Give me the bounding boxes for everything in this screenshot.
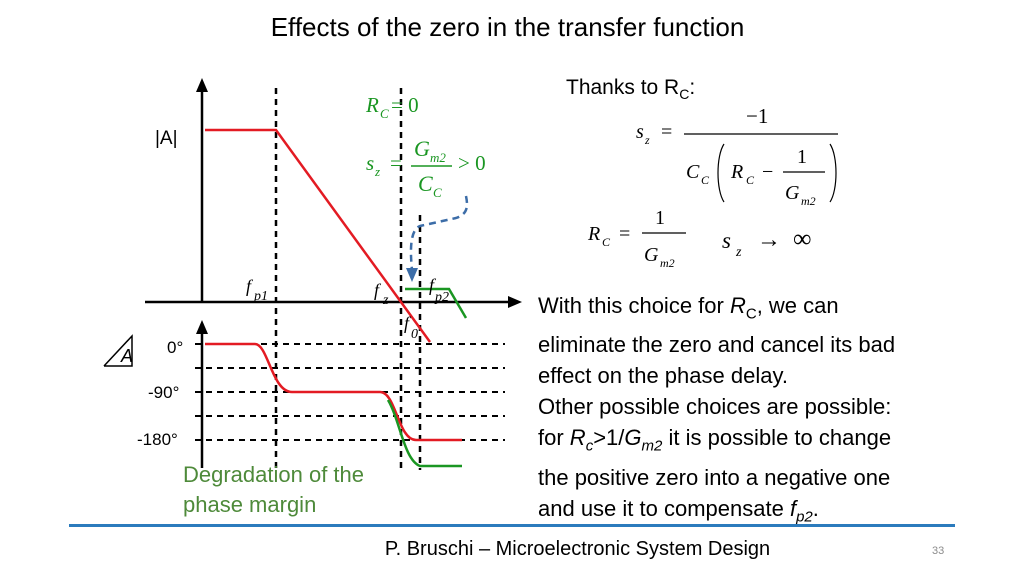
rc-subscript: C bbox=[380, 106, 389, 121]
phase-axes bbox=[196, 320, 208, 468]
eq-rc: R bbox=[730, 161, 743, 183]
phase-tick-0: 0° bbox=[167, 338, 183, 357]
angle-symbol bbox=[103, 334, 133, 367]
arrow-head bbox=[406, 268, 418, 282]
eq-rc-sub: C bbox=[746, 173, 755, 187]
explanation-line-1: With this choice for RC, we can bbox=[538, 293, 839, 323]
phase-tick-90: -90° bbox=[148, 383, 179, 402]
eq3-sz: s bbox=[722, 228, 731, 253]
explanation-line-5: for Rc>1/Gm2 it is possible to change bbox=[538, 425, 892, 455]
f0-label-sub: 0 bbox=[411, 327, 418, 342]
fz-label-f: f bbox=[374, 280, 382, 300]
eq3-arrow: → bbox=[757, 227, 781, 253]
cancellation-equations: s z = −1 C C R C − 1 G m2 R C = 1 G m2 s… bbox=[587, 104, 838, 270]
equals-sign: = bbox=[390, 151, 402, 175]
eq-equals-1: = bbox=[661, 121, 672, 143]
eq-equals-2: = bbox=[619, 223, 630, 245]
gm-subscript: m2 bbox=[430, 150, 446, 165]
eq-sz: s bbox=[636, 121, 644, 143]
footer-rule bbox=[69, 524, 955, 527]
cc-subscript: C bbox=[433, 185, 442, 200]
gm-symbol: G bbox=[414, 136, 430, 161]
eq3-sz-sub: z bbox=[735, 245, 742, 260]
eq2-gm: G bbox=[644, 244, 659, 266]
green-equations: R C = 0 s z = G m2 C C > 0 bbox=[365, 93, 486, 200]
degradation-line-1: Degradation of the bbox=[183, 462, 365, 487]
eq-cc-sub: C bbox=[701, 173, 710, 187]
degradation-line-2: phase margin bbox=[183, 492, 317, 517]
magnitude-curve bbox=[205, 128, 432, 343]
slide-title: Effects of the zero in the transfer func… bbox=[270, 12, 745, 42]
eq-sz-sub: z bbox=[644, 133, 650, 147]
explanation-line-2: eliminate the zero and cancel its bad bbox=[538, 332, 896, 358]
magnitude-axes bbox=[145, 78, 522, 308]
explanation-text: With this choice for RC, we can eliminat… bbox=[538, 290, 978, 532]
fz-label-sub: z bbox=[382, 293, 389, 308]
frequency-markers bbox=[274, 88, 422, 470]
eq2-rc: R bbox=[587, 223, 600, 245]
frequency-labels: f p1 f z f p2 f 0 bbox=[246, 275, 449, 342]
eq2-one: 1 bbox=[655, 207, 665, 229]
dashed-arrow bbox=[409, 195, 469, 271]
magnitude-curve-zero-canceled bbox=[405, 287, 468, 319]
fp2-label-sub: p2 bbox=[434, 290, 449, 305]
eq-gm-sub: m2 bbox=[801, 194, 816, 208]
thanks-label: Thanks to RC: bbox=[566, 76, 696, 103]
fp1-label-f: f bbox=[246, 276, 254, 296]
explanation-line-3: effect on the phase delay. bbox=[538, 363, 788, 389]
f0-label-f: f bbox=[404, 313, 412, 333]
explanation-line-4: Other possible choices are possible: bbox=[538, 394, 892, 420]
sz-symbol: s bbox=[366, 151, 374, 175]
cc-symbol: C bbox=[418, 171, 433, 196]
rc-zero: = 0 bbox=[391, 93, 419, 117]
rc-symbol: R bbox=[365, 93, 379, 117]
eq-gm: G bbox=[785, 182, 800, 204]
eq3-infinity: ∞ bbox=[793, 224, 812, 253]
magnitude-label: |A| bbox=[155, 128, 178, 149]
eq-cc: C bbox=[686, 161, 700, 183]
sz-subscript: z bbox=[374, 164, 380, 179]
eq2-rc-sub: C bbox=[602, 235, 611, 249]
page-number: 33 bbox=[932, 545, 945, 557]
footer-text: P. Bruschi – Microelectronic System Desi… bbox=[384, 538, 771, 560]
phase-label: A bbox=[120, 346, 133, 366]
eq-minus: − bbox=[762, 161, 773, 183]
explanation-line-7: and use it to compensate fp2. bbox=[538, 495, 819, 526]
phase-curve bbox=[205, 342, 462, 442]
fp2-label-f: f bbox=[429, 275, 437, 295]
eq-one: 1 bbox=[797, 146, 807, 168]
phase-curve-degraded bbox=[386, 399, 462, 468]
phase-tick-180: -180° bbox=[137, 430, 178, 449]
greater-than-zero: > 0 bbox=[458, 151, 486, 175]
fp1-label-sub: p1 bbox=[253, 289, 268, 304]
degradation-note: Degradation of the phase margin bbox=[183, 460, 364, 520]
explanation-line-6: the positive zero into a negative one bbox=[538, 464, 891, 490]
eq-neg-one: −1 bbox=[746, 104, 768, 128]
eq2-gm-sub: m2 bbox=[660, 256, 675, 270]
